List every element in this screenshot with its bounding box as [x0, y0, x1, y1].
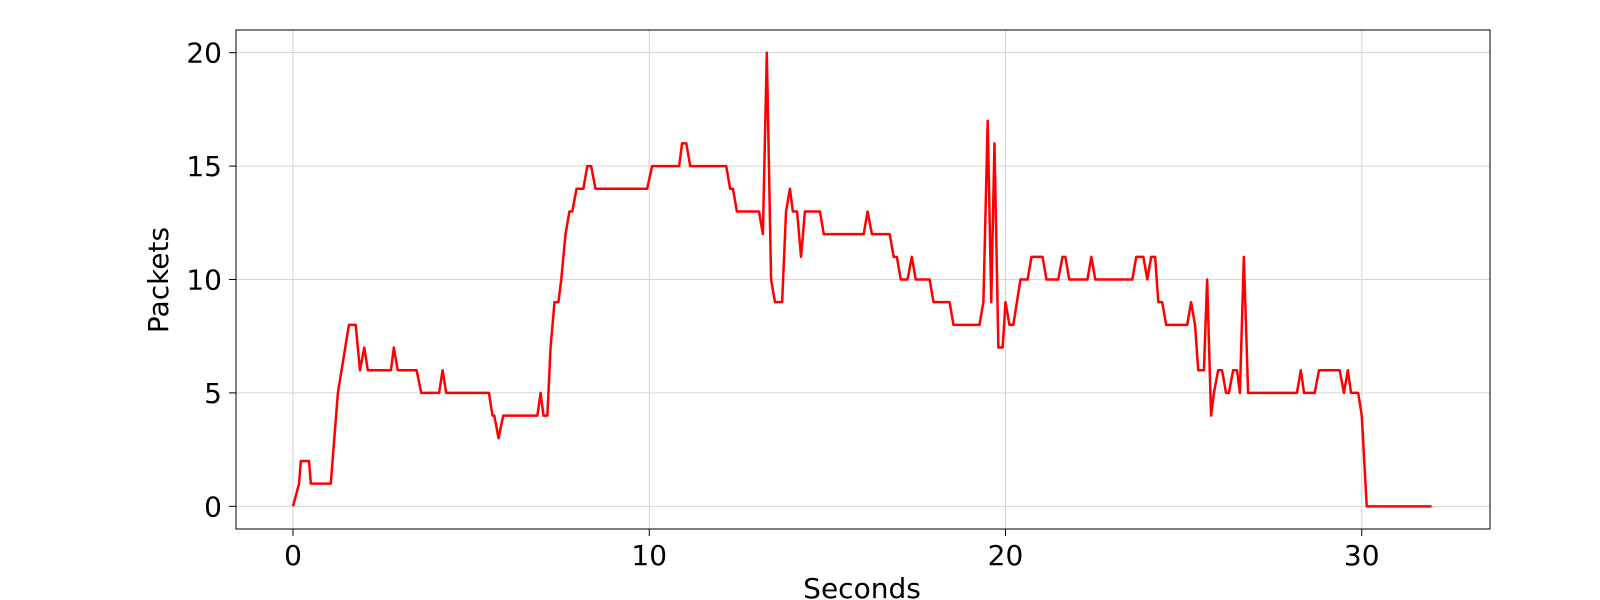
x-tick-label: 10 [631, 539, 667, 572]
y-tick-label: 15 [186, 150, 222, 183]
x-axis-label: Seconds [803, 572, 921, 600]
y-tick-label: 10 [186, 264, 222, 297]
y-tick-label: 5 [204, 377, 222, 410]
line [291, 51, 1432, 508]
x-tick-label: 0 [284, 539, 302, 572]
y-tick-label: 0 [204, 490, 222, 523]
y-axis-label: Packets [142, 227, 175, 333]
x-tick-label: 30 [1344, 539, 1380, 572]
x-tick-label: 20 [988, 539, 1024, 572]
plot-frame [235, 29, 1491, 530]
y-tick-label: 20 [186, 37, 222, 70]
